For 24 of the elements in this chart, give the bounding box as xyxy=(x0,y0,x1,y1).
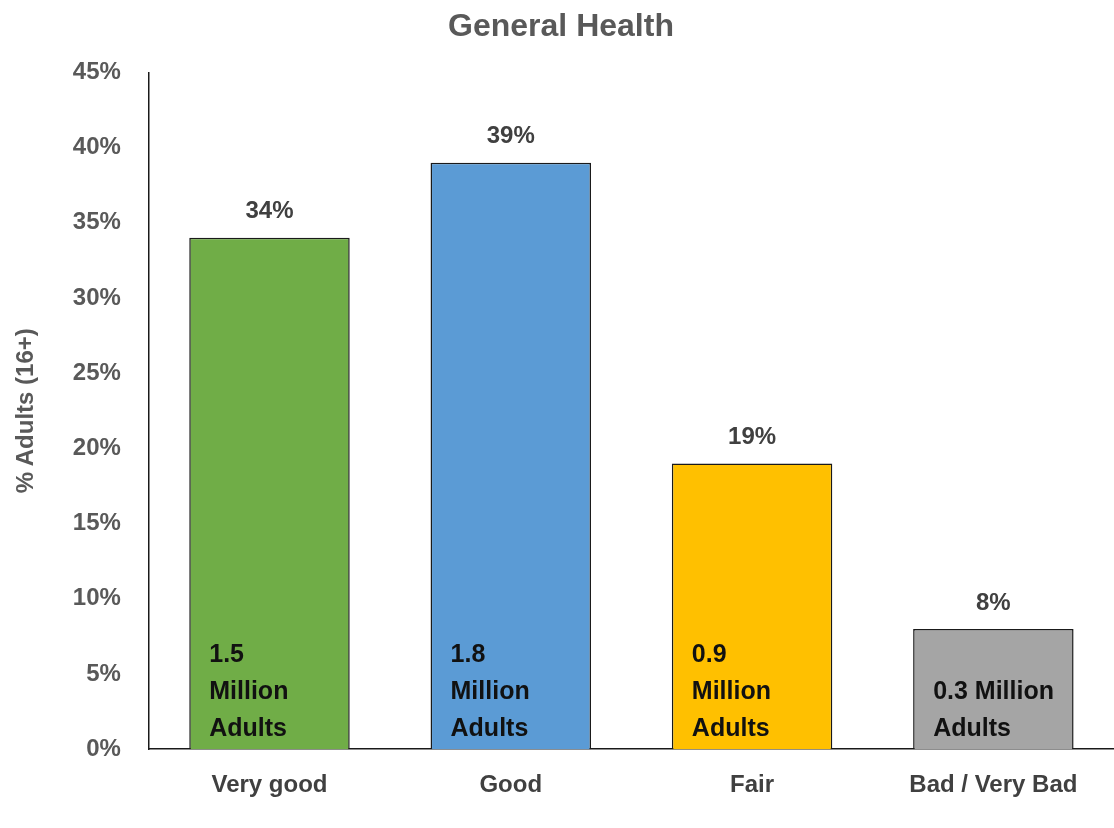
y-tick-label: 25% xyxy=(72,357,121,385)
y-tick-label: 45% xyxy=(72,57,121,85)
x-tick-label: Bad / Very Bad xyxy=(909,770,1078,798)
data-label: 39% xyxy=(486,121,535,149)
annotation: 0.9 Million Adults xyxy=(691,639,771,742)
x-tick-label: Fair xyxy=(730,770,775,798)
y-tick-label: 0% xyxy=(86,733,121,761)
chart-title: General Health xyxy=(448,7,674,44)
y-tick-label: 5% xyxy=(86,658,121,686)
annotation: 1.5 Million Adults xyxy=(209,639,289,742)
x-tick-label: Good xyxy=(479,770,543,798)
data-label: 8% xyxy=(976,587,1011,615)
annotation: 0.3 Million Adults xyxy=(933,676,1054,742)
y-tick-label: 35% xyxy=(72,207,121,235)
y-tick-label: 10% xyxy=(72,583,121,611)
x-tick-label: Very good xyxy=(211,770,328,798)
data-label: 34% xyxy=(245,196,294,224)
data-label: 19% xyxy=(728,422,777,450)
y-tick-label: 15% xyxy=(72,508,121,536)
y-tick-label: 40% xyxy=(72,132,121,160)
y-tick-label: 20% xyxy=(72,433,121,461)
y-axis-title: % Adults (16+) xyxy=(11,328,39,494)
annotation: 1.8 Million Adults xyxy=(450,639,530,742)
y-tick-label: 30% xyxy=(72,282,121,310)
